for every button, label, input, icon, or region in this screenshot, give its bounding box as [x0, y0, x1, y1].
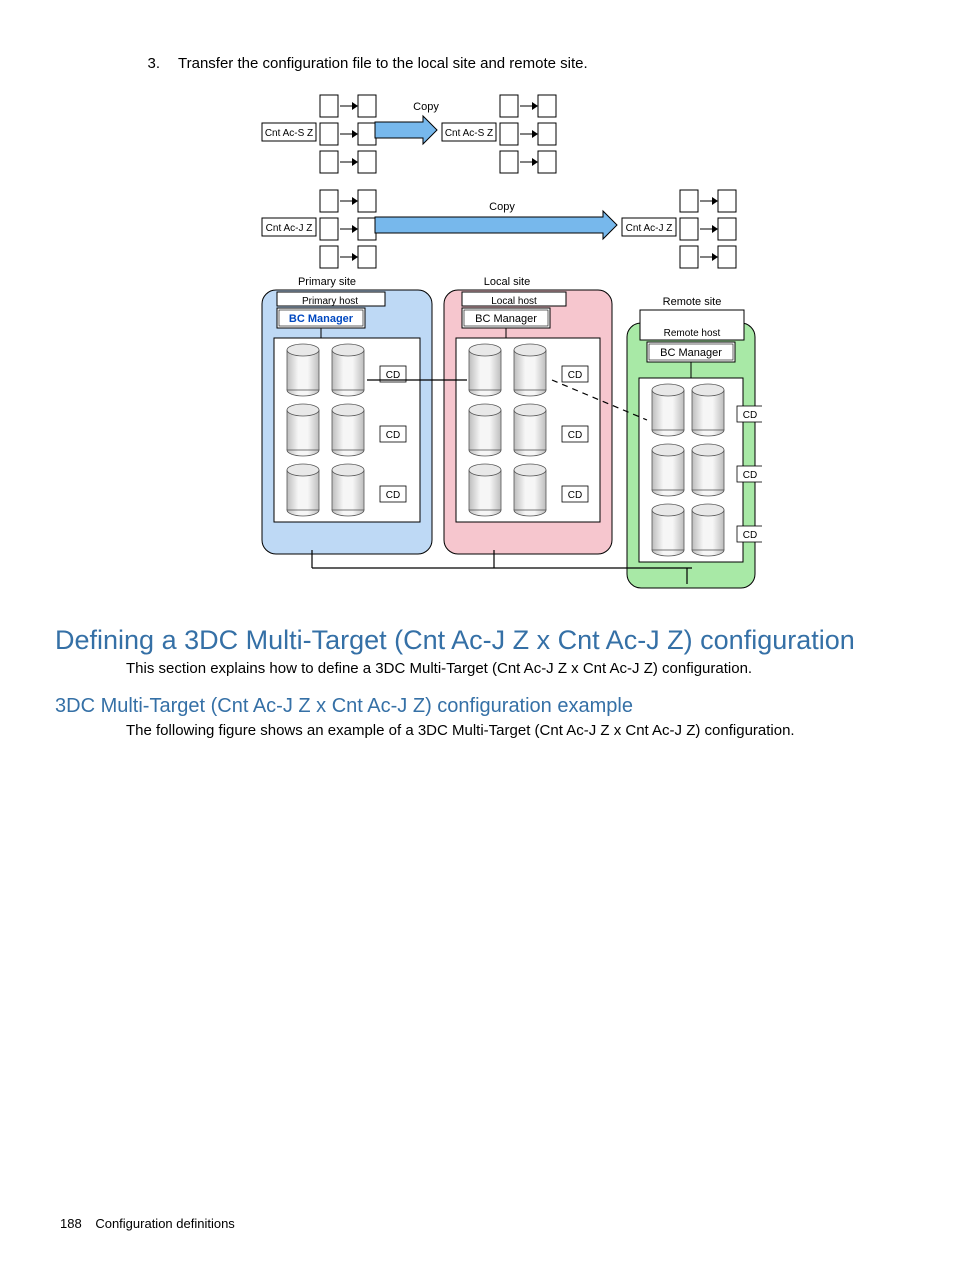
step-text: Transfer the configuration file to the l… — [178, 55, 894, 72]
svg-text:Local site: Local site — [484, 276, 530, 288]
svg-text:Remote host: Remote host — [664, 328, 721, 339]
svg-text:Cnt Ac-S Z: Cnt Ac-S Z — [445, 128, 493, 139]
svg-text:CD: CD — [386, 370, 400, 381]
page-footer: 188 Configuration definitions — [60, 1216, 235, 1231]
heading-1: Defining a 3DC Multi-Target (Cnt Ac-J Z … — [55, 625, 894, 656]
footer-section: Configuration definitions — [95, 1216, 234, 1231]
svg-text:CD: CD — [743, 410, 757, 421]
heading-2-text: 3DC Multi-Target (Cnt Ac-J Z x Cnt Ac-J … — [55, 695, 633, 717]
paragraph-1: This section explains how to define a 3D… — [126, 660, 894, 677]
svg-text:CD: CD — [743, 470, 757, 481]
svg-text:CD: CD — [568, 430, 582, 441]
svg-text:Local host: Local host — [491, 296, 537, 307]
svg-text:BC Manager: BC Manager — [475, 313, 537, 325]
step-line: 3. Transfer the configuration file to th… — [130, 55, 894, 72]
svg-text:CD: CD — [568, 370, 582, 381]
svg-text:CD: CD — [386, 430, 400, 441]
figure-container: Cnt Ac-S Z Cnt Ac-S Z Cnt Ac-J Z Cnt Ac-J Z… — [100, 90, 894, 595]
svg-text:Copy: Copy — [489, 201, 515, 213]
svg-text:Remote site: Remote site — [663, 296, 722, 308]
svg-text:Cnt Ac-J Z: Cnt Ac-J Z — [266, 223, 313, 234]
svg-text:BC Manager: BC Manager — [289, 313, 354, 325]
heading-2: 3DC Multi-Target (Cnt Ac-J Z x Cnt Ac-J … — [55, 695, 894, 718]
svg-text:Primary host: Primary host — [302, 296, 358, 307]
step-number: 3. — [130, 55, 160, 72]
svg-text:Primary site: Primary site — [298, 276, 356, 288]
svg-text:Copy: Copy — [413, 101, 439, 113]
svg-text:CD: CD — [743, 530, 757, 541]
footer-page-number: 188 — [60, 1216, 82, 1231]
svg-text:CD: CD — [568, 490, 582, 501]
svg-text:CD: CD — [386, 490, 400, 501]
configuration-diagram: Cnt Ac-S Z Cnt Ac-S Z Cnt Ac-J Z Cnt Ac-J Z… — [232, 90, 762, 590]
heading-1-text: Defining a 3DC Multi-Target (Cnt Ac-J Z … — [55, 625, 855, 655]
svg-text:BC Manager: BC Manager — [660, 347, 722, 359]
paragraph-2: The following figure shows an example of… — [126, 722, 894, 739]
svg-text:Cnt Ac-J Z: Cnt Ac-J Z — [626, 223, 673, 234]
svg-text:Cnt Ac-S Z: Cnt Ac-S Z — [265, 128, 313, 139]
